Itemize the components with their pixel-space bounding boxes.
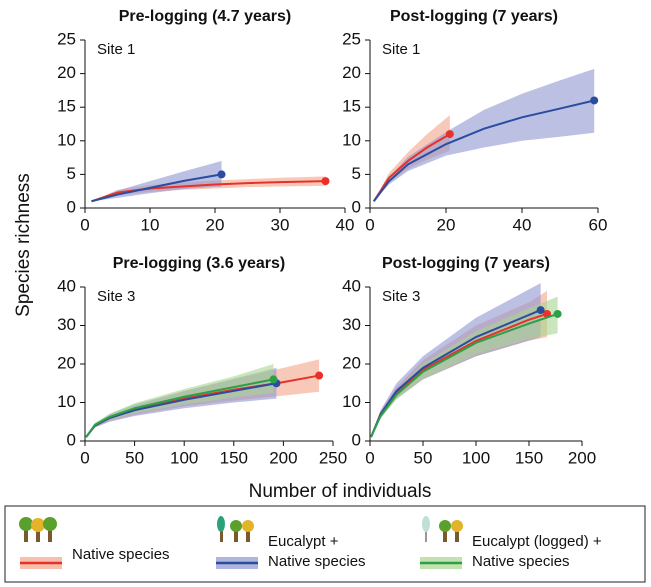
x-axis-label: Number of individuals xyxy=(249,481,432,502)
y-tick-label: 25 xyxy=(342,29,361,48)
legend-box xyxy=(4,505,646,583)
y-tick-label: 15 xyxy=(342,97,361,116)
panel-title: Post-logging (7 years) xyxy=(382,255,550,272)
y-tick-label: 30 xyxy=(342,315,361,334)
rarefaction-line xyxy=(91,173,222,203)
x-tick-label: 60 xyxy=(589,215,608,234)
x-tick-label: 40 xyxy=(513,215,532,234)
legend-icon-eucalypt xyxy=(216,516,258,569)
end-point xyxy=(269,375,278,384)
y-tick-label: 0 xyxy=(67,430,76,449)
x-tick-label: 0 xyxy=(365,448,374,467)
x-tick-label: 50 xyxy=(414,448,433,467)
y-tick-label: 20 xyxy=(342,353,361,372)
confidence-band xyxy=(373,68,595,202)
x-tick-label: 250 xyxy=(319,448,347,467)
y-tick-label: 10 xyxy=(342,130,361,149)
legend-label: Eucalypt + Native species xyxy=(268,533,366,570)
y-tick-label: 0 xyxy=(352,430,361,449)
x-tick-label: 100 xyxy=(462,448,490,467)
x-tick-label: 0 xyxy=(80,448,89,467)
x-tick-label: 20 xyxy=(437,215,456,234)
y-tick-label: 0 xyxy=(67,197,76,216)
site-label: Site 1 xyxy=(382,41,420,58)
x-tick-label: 200 xyxy=(269,448,297,467)
y-tick-label: 40 xyxy=(342,276,361,295)
end-point xyxy=(553,309,562,318)
x-tick-label: 0 xyxy=(365,215,374,234)
legend-icon-eucalypt-logged xyxy=(420,516,463,569)
y-tick-label: 5 xyxy=(352,164,361,183)
legend-label: Eucalypt (logged) + Native species xyxy=(472,533,602,570)
end-point xyxy=(217,170,226,179)
legend-icon-native xyxy=(19,517,62,569)
x-tick-label: 0 xyxy=(80,215,89,234)
end-point xyxy=(445,130,454,139)
y-axis-label: Species richness xyxy=(13,173,34,317)
y-tick-label: 20 xyxy=(342,63,361,82)
legend-label: Native species xyxy=(72,546,170,563)
x-tick-label: 200 xyxy=(568,448,596,467)
y-tick-label: 30 xyxy=(57,315,76,334)
x-tick-label: 10 xyxy=(141,215,160,234)
y-tick-label: 40 xyxy=(57,276,76,295)
y-tick-label: 10 xyxy=(342,392,361,411)
end-point xyxy=(536,306,545,315)
y-tick-label: 5 xyxy=(67,164,76,183)
rarefaction-line xyxy=(91,180,326,203)
y-tick-label: 20 xyxy=(57,63,76,82)
site-label: Site 3 xyxy=(97,288,135,305)
end-point xyxy=(321,177,330,186)
y-tick-label: 15 xyxy=(57,97,76,116)
x-tick-label: 30 xyxy=(271,215,290,234)
end-point xyxy=(590,96,599,105)
y-tick-label: 20 xyxy=(57,353,76,372)
y-tick-label: 10 xyxy=(57,130,76,149)
site-label: Site 1 xyxy=(97,41,135,58)
rarefaction-line xyxy=(372,133,451,202)
x-tick-label: 20 xyxy=(206,215,225,234)
y-tick-label: 10 xyxy=(57,392,76,411)
end-point xyxy=(315,371,324,380)
x-tick-label: 100 xyxy=(170,448,198,467)
y-tick-label: 0 xyxy=(352,197,361,216)
x-tick-label: 40 xyxy=(336,215,355,234)
panel-title: Pre-logging (4.7 years) xyxy=(119,8,292,25)
panel-title: Post-logging (7 years) xyxy=(390,8,558,25)
rarefaction-line xyxy=(85,378,274,438)
panel-title: Pre-logging (3.6 years) xyxy=(113,255,286,272)
x-tick-label: 150 xyxy=(220,448,248,467)
rarefaction-line xyxy=(373,99,595,202)
confidence-band xyxy=(371,296,558,438)
x-tick-label: 150 xyxy=(515,448,543,467)
site-label: Site 3 xyxy=(382,288,420,305)
x-tick-label: 50 xyxy=(125,448,144,467)
rarefaction-line xyxy=(370,313,558,438)
y-tick-label: 25 xyxy=(57,29,76,48)
